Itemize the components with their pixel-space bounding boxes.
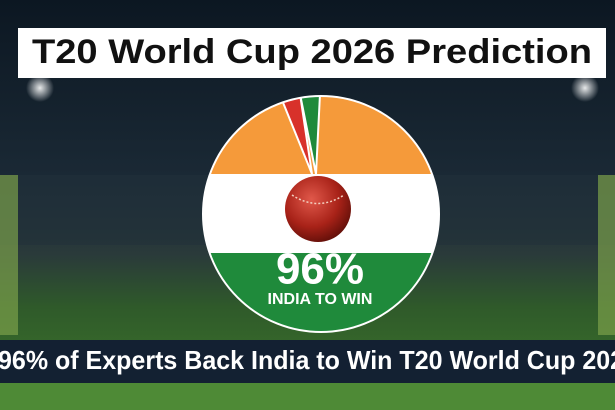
banner bbox=[0, 340, 615, 383]
percentage: 96% bbox=[276, 245, 364, 294]
side-strip bbox=[598, 175, 615, 335]
field bbox=[0, 383, 615, 410]
ball-seam bbox=[291, 194, 345, 205]
caption: INDIA TO WIN bbox=[268, 291, 373, 308]
green-wedge bbox=[298, 96, 322, 175]
floodlight bbox=[26, 74, 54, 102]
floodlight bbox=[571, 74, 599, 102]
banner-text: 96% of Experts Back India to Win T20 Wor… bbox=[0, 345, 615, 375]
disc-outline bbox=[202, 95, 440, 333]
title-box bbox=[18, 28, 606, 78]
title: T20 World Cup 2026 Prediction bbox=[32, 33, 592, 71]
cricket-ball bbox=[285, 176, 351, 242]
side-strip bbox=[0, 175, 18, 335]
